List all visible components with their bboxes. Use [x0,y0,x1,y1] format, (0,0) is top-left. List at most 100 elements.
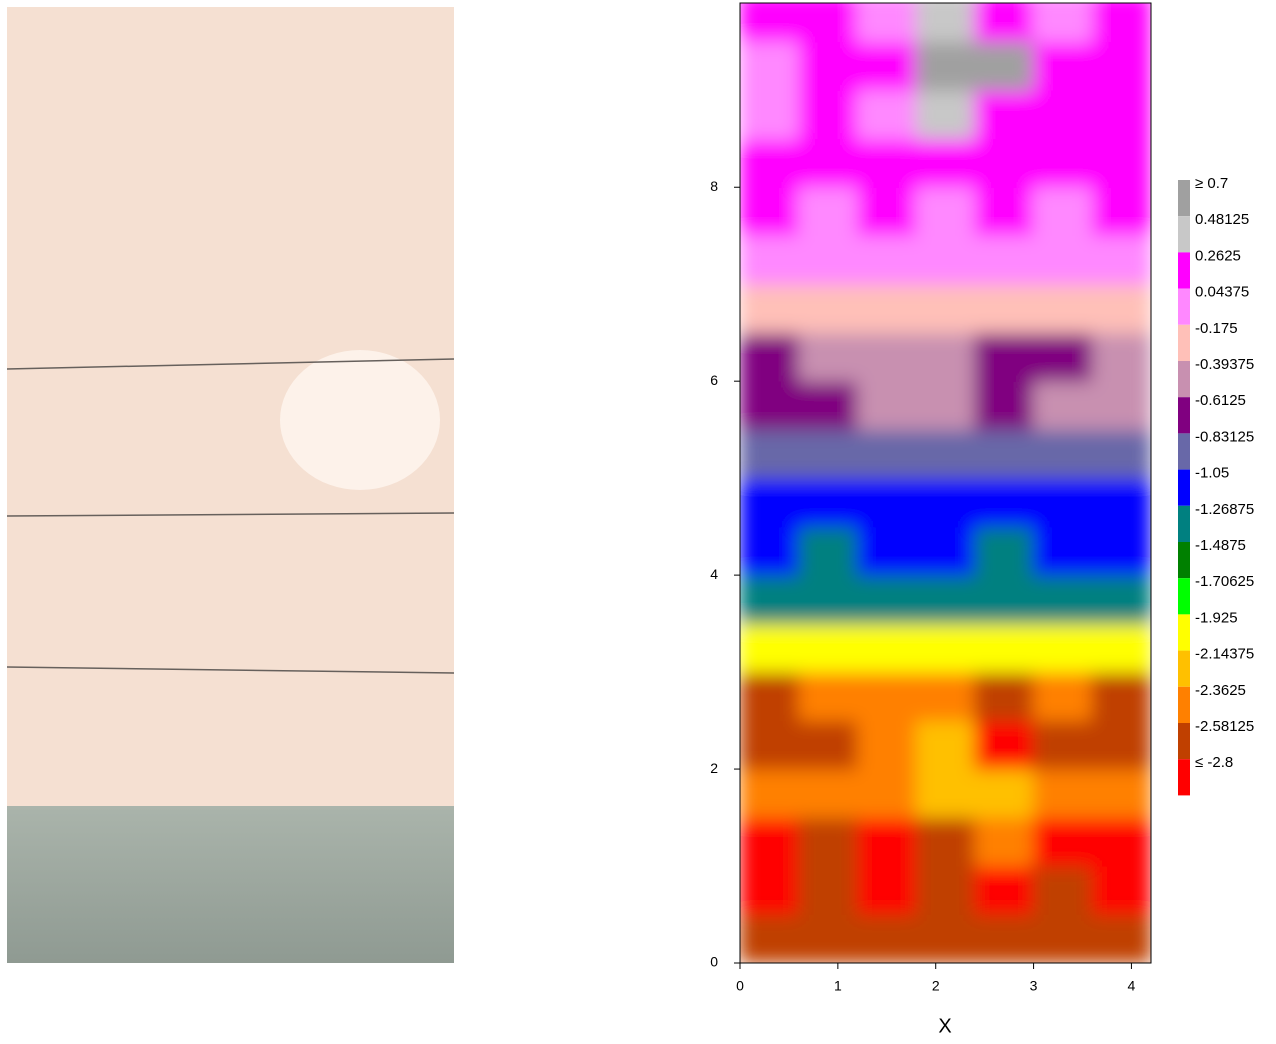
cells [740,0,1152,963]
colorbar-swatch [1178,651,1190,687]
contour-cell [798,769,858,818]
y-tick-label: 8 [710,178,718,194]
contour-cell [1033,866,1093,915]
contour-cell [916,623,976,672]
contour-cell [798,866,858,915]
contour-cell [1033,575,1093,624]
contour-cell [1092,526,1152,575]
contour-cell [798,235,858,284]
contour-cell [857,381,917,430]
contour-cell [740,817,800,866]
contour-cell [740,235,800,284]
colorbar-label: -1.4875 [1195,537,1246,554]
contour-cell [916,381,976,430]
colorbar-label: ≥ 0.7 [1195,175,1228,192]
contour-cell [857,866,917,915]
colorbar-swatch [1178,759,1190,795]
contour-cell [1033,817,1093,866]
contour-cell [974,332,1034,381]
contour-cell [1092,90,1152,139]
contour-cell [740,332,800,381]
contour-cell [1033,41,1093,90]
contour-cell [857,623,917,672]
contour-cell [857,478,917,527]
contour-cell [740,381,800,430]
colorbar-swatch [1178,252,1190,288]
contour-cell [974,817,1034,866]
contour-cell [798,526,858,575]
colorbar-label: -1.70625 [1195,573,1254,590]
colorbar-swatch [1178,361,1190,397]
contour-cell [974,914,1034,963]
contour-cell [974,720,1034,769]
x-tick-label: 2 [932,978,940,994]
colorbar-swatch [1178,397,1190,433]
contour-cell [1092,720,1152,769]
contour-cell [974,575,1034,624]
contour-cell [857,672,917,721]
contour-cell [974,284,1034,333]
contour-cell [974,41,1034,90]
contour-cell [1092,429,1152,478]
contour-cell [740,429,800,478]
x-tick-label: 4 [1128,978,1136,994]
contour-cell [1033,0,1093,42]
colorbar-label: 0.04375 [1195,284,1249,301]
contour-cell [1033,623,1093,672]
contour-cell [1033,138,1093,187]
contour-cell [916,914,976,963]
contour-cell [798,332,858,381]
contour-cell [1092,817,1152,866]
colorbar-swatch [1178,433,1190,469]
contour-cell [740,866,800,915]
contour-cell [916,769,976,818]
colorbar-swatch [1178,506,1190,542]
contour-cell [798,138,858,187]
x-tick-label: 3 [1030,978,1038,994]
contour-cell [1033,672,1093,721]
contour-cell [798,41,858,90]
colorbar-label: -0.6125 [1195,392,1246,409]
contour-cell [974,381,1034,430]
contour-cell [798,914,858,963]
photo [7,7,454,963]
colorbar-label: -0.39375 [1195,356,1254,373]
contour-cell [857,187,917,236]
colorbar-swatch [1178,542,1190,578]
contour-cell [740,187,800,236]
contour-cell [1033,90,1093,139]
contour-cell [1092,769,1152,818]
contour-cell [916,672,976,721]
contour-cell [974,0,1034,42]
contour-cell [1092,575,1152,624]
contour-cell [857,817,917,866]
contour-cell [1033,769,1093,818]
contour-cell [916,526,976,575]
colorbar-swatch [1178,614,1190,650]
contour-cell [1033,720,1093,769]
contour-cell [974,187,1034,236]
colorbar-swatch [1178,470,1190,506]
contour-cell [798,381,858,430]
contour-cell [974,623,1034,672]
contour-cell [1033,187,1093,236]
colorbar-label: -1.05 [1195,465,1229,482]
contour-cell [1033,526,1093,575]
contour-cell [857,235,917,284]
contour-cell [798,478,858,527]
contour-cell [798,817,858,866]
contour-cell [916,817,976,866]
contour-cell [857,138,917,187]
contour-cell [798,720,858,769]
colorbar-swatch [1178,216,1190,252]
colorbar-label: -2.14375 [1195,646,1254,663]
contour-cell [1092,235,1152,284]
contour-cell [857,769,917,818]
colorbar-label: ≤ -2.8 [1195,754,1233,771]
colorbar-swatch [1178,180,1190,216]
contour-cell [1033,478,1093,527]
contour-cell [857,90,917,139]
contour-cell [916,138,976,187]
colorbar-label: -1.925 [1195,609,1238,626]
contour-cell [740,41,800,90]
